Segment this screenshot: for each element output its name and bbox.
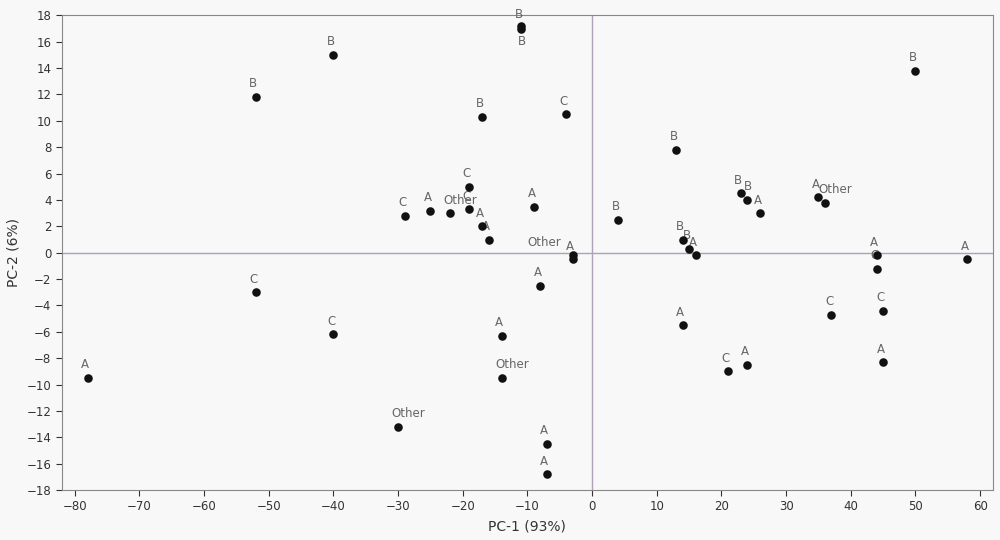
Point: [539, 440, 555, 448]
Point: [810, 193, 826, 201]
Text: C: C: [721, 352, 730, 365]
Point: [668, 145, 684, 154]
Point: [248, 288, 264, 296]
Point: [959, 255, 975, 264]
Point: [397, 212, 413, 220]
Text: C: C: [825, 295, 833, 308]
Point: [675, 321, 691, 329]
Text: B: B: [676, 220, 684, 233]
Text: A: A: [540, 455, 548, 468]
Text: A: A: [689, 236, 697, 249]
Text: A: A: [676, 306, 684, 319]
Text: B: B: [683, 229, 691, 242]
Point: [513, 22, 529, 30]
Text: Other: Other: [495, 359, 529, 372]
Point: [565, 255, 581, 264]
Point: [390, 422, 406, 431]
Text: B: B: [734, 174, 742, 187]
Text: A: A: [527, 187, 535, 200]
Point: [494, 332, 510, 340]
Point: [80, 374, 96, 382]
Text: B: B: [327, 35, 335, 48]
Point: [869, 251, 885, 260]
Text: C: C: [870, 249, 878, 262]
Point: [539, 470, 555, 478]
Point: [481, 235, 497, 244]
Point: [739, 195, 755, 204]
Text: A: A: [81, 359, 89, 372]
Text: A: A: [812, 178, 820, 191]
Point: [248, 93, 264, 102]
Text: B: B: [249, 78, 257, 91]
Text: C: C: [327, 315, 335, 328]
Point: [526, 202, 542, 211]
Point: [442, 209, 458, 218]
Point: [532, 281, 548, 290]
Text: C: C: [463, 167, 471, 180]
Point: [422, 206, 438, 215]
Text: B: B: [744, 180, 752, 193]
Point: [325, 330, 341, 339]
Point: [681, 245, 697, 253]
Text: A: A: [534, 266, 542, 279]
Text: A: A: [741, 345, 749, 358]
Text: B: B: [514, 8, 523, 21]
Text: Other: Other: [818, 183, 852, 196]
Point: [675, 235, 691, 244]
Text: Other: Other: [527, 236, 561, 249]
Text: B: B: [611, 200, 620, 213]
Text: B: B: [670, 130, 678, 143]
Point: [720, 367, 736, 376]
Text: A: A: [482, 220, 490, 233]
Point: [817, 198, 833, 207]
Text: B: B: [518, 35, 526, 48]
Text: C: C: [463, 190, 471, 202]
Point: [733, 189, 749, 198]
Point: [869, 264, 885, 273]
Point: [739, 361, 755, 369]
Text: A: A: [870, 236, 878, 249]
Text: C: C: [560, 94, 568, 107]
Y-axis label: PC-2 (6%): PC-2 (6%): [7, 218, 21, 287]
Point: [558, 110, 574, 119]
Text: Other: Other: [392, 407, 425, 420]
Text: Other: Other: [443, 193, 477, 206]
Point: [325, 51, 341, 59]
Text: A: A: [476, 207, 484, 220]
Point: [461, 183, 477, 191]
Point: [461, 205, 477, 213]
Text: A: A: [540, 424, 548, 437]
Text: A: A: [754, 193, 762, 206]
Point: [688, 251, 704, 260]
Text: A: A: [424, 191, 432, 204]
Text: C: C: [877, 291, 885, 304]
Text: C: C: [249, 273, 258, 286]
Point: [823, 310, 839, 319]
Point: [494, 374, 510, 382]
Point: [875, 358, 891, 367]
Point: [907, 66, 923, 75]
Text: B: B: [476, 97, 484, 110]
Point: [474, 112, 490, 121]
Text: A: A: [961, 240, 969, 253]
Text: A: A: [495, 316, 503, 329]
Text: B: B: [909, 51, 917, 64]
Point: [565, 251, 581, 260]
X-axis label: PC-1 (93%): PC-1 (93%): [488, 519, 566, 533]
Point: [875, 306, 891, 315]
Text: A: A: [877, 342, 885, 355]
Point: [610, 215, 626, 224]
Text: A: A: [566, 240, 574, 253]
Text: C: C: [398, 196, 406, 209]
Point: [474, 222, 490, 231]
Point: [513, 24, 529, 33]
Point: [752, 209, 768, 218]
